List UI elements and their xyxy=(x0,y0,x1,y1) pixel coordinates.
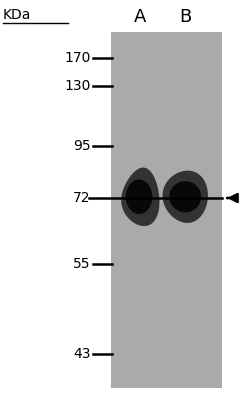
Text: 170: 170 xyxy=(64,51,91,65)
Text: 43: 43 xyxy=(73,347,91,361)
Polygon shape xyxy=(126,180,152,214)
Text: 95: 95 xyxy=(73,139,91,153)
Text: 55: 55 xyxy=(73,257,91,271)
Text: B: B xyxy=(179,8,191,26)
Text: 72: 72 xyxy=(73,191,91,205)
Polygon shape xyxy=(121,168,160,226)
Polygon shape xyxy=(169,181,201,212)
Polygon shape xyxy=(163,171,208,223)
Text: KDa: KDa xyxy=(3,8,31,22)
Text: A: A xyxy=(134,8,146,26)
Text: 130: 130 xyxy=(64,79,91,93)
Bar xyxy=(111,32,222,388)
